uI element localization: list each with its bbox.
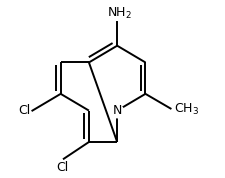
Text: Cl: Cl <box>56 161 69 174</box>
Text: N: N <box>112 104 121 117</box>
Text: NH$_2$: NH$_2$ <box>106 6 131 21</box>
Text: Cl: Cl <box>18 104 30 117</box>
Text: CH$_3$: CH$_3$ <box>173 102 198 117</box>
